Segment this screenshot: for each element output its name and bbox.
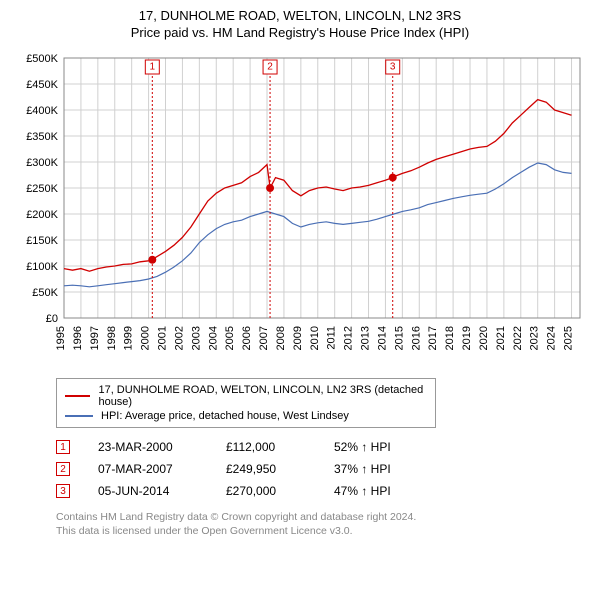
svg-text:1: 1 [150,62,156,73]
svg-text:2013: 2013 [360,326,372,350]
legend-label-price: 17, DUNHOLME ROAD, WELTON, LINCOLN, LN2 … [98,384,427,408]
svg-text:1998: 1998 [106,326,118,350]
svg-text:2007: 2007 [258,326,270,350]
svg-text:2014: 2014 [376,326,388,350]
legend-row-hpi: HPI: Average price, detached house, West… [65,409,427,423]
chart-svg: £0 £50K £100K £150K £200K £250K £300K £350K £400… [12,48,588,368]
svg-text:2010: 2010 [309,326,321,350]
title-block: 17, DUNHOLME ROAD, WELTON, LINCOLN, LN2 … [12,8,588,40]
svg-text:1995: 1995 [55,326,67,350]
legend-swatch-price [65,395,90,397]
svg-text:£350K: £350K [26,131,58,143]
footnote-line1: Contains HM Land Registry data © Crown c… [56,510,588,524]
sale-marker: 3 [56,484,70,498]
legend-row-price: 17, DUNHOLME ROAD, WELTON, LINCOLN, LN2 … [65,383,427,409]
svg-text:2015: 2015 [393,326,405,350]
sales-row: 2 07-MAR-2007 £249,950 37% ↑ HPI [56,458,588,480]
svg-text:1996: 1996 [72,326,84,350]
svg-text:2021: 2021 [495,326,507,350]
svg-text:1997: 1997 [89,326,101,350]
sale-delta: 37% ↑ HPI [334,462,424,476]
svg-text:£500K: £500K [26,53,58,65]
svg-text:£100K: £100K [26,261,58,273]
svg-text:2019: 2019 [461,326,473,350]
svg-text:£300K: £300K [26,157,58,169]
legend-label-hpi: HPI: Average price, detached house, West… [101,410,349,422]
svg-text:2008: 2008 [275,326,287,350]
sales-row: 3 05-JUN-2014 £270,000 47% ↑ HPI [56,480,588,502]
svg-text:£250K: £250K [26,183,58,195]
svg-text:£150K: £150K [26,235,58,247]
svg-text:2012: 2012 [343,326,355,350]
sale-marker: 2 [56,462,70,476]
sale-delta: 52% ↑ HPI [334,440,424,454]
legend: 17, DUNHOLME ROAD, WELTON, LINCOLN, LN2 … [56,378,436,428]
svg-text:2004: 2004 [207,326,219,350]
footnote: Contains HM Land Registry data © Crown c… [56,510,588,538]
sale-date: 23-MAR-2000 [98,440,198,454]
svg-text:2016: 2016 [410,326,422,350]
svg-text:£450K: £450K [26,79,58,91]
svg-text:2011: 2011 [326,326,338,350]
svg-text:2009: 2009 [292,326,304,350]
title-address: 17, DUNHOLME ROAD, WELTON, LINCOLN, LN2 … [12,8,588,23]
svg-text:2024: 2024 [546,326,558,350]
svg-text:2001: 2001 [157,326,169,350]
svg-text:£400K: £400K [26,105,58,117]
svg-text:2020: 2020 [478,326,490,350]
chart: £0 £50K £100K £150K £200K £250K £300K £350K £400… [12,48,588,368]
svg-text:2006: 2006 [241,326,253,350]
svg-text:£200K: £200K [26,209,58,221]
sale-price: £249,950 [226,462,306,476]
svg-text:2005: 2005 [224,326,236,350]
footnote-line2: This data is licensed under the Open Gov… [56,524,588,538]
sales-row: 1 23-MAR-2000 £112,000 52% ↑ HPI [56,436,588,458]
svg-text:2017: 2017 [427,326,439,350]
svg-text:2023: 2023 [529,326,541,350]
svg-text:1999: 1999 [123,326,135,350]
svg-text:3: 3 [390,62,396,73]
svg-text:£50K: £50K [32,287,58,299]
sale-price: £270,000 [226,484,306,498]
sale-marker: 1 [56,440,70,454]
svg-text:2000: 2000 [140,326,152,350]
svg-text:£0: £0 [46,313,58,325]
sale-date: 07-MAR-2007 [98,462,198,476]
sale-price: £112,000 [226,440,306,454]
sales-table: 1 23-MAR-2000 £112,000 52% ↑ HPI 2 07-MA… [56,436,588,502]
svg-text:2002: 2002 [173,326,185,350]
svg-text:2018: 2018 [444,326,456,350]
title-subtitle: Price paid vs. HM Land Registry's House … [12,25,588,40]
legend-swatch-hpi [65,415,93,417]
svg-text:2025: 2025 [563,326,575,350]
svg-text:2022: 2022 [512,326,524,350]
svg-text:2003: 2003 [190,326,202,350]
svg-text:2: 2 [267,62,273,73]
report-container: 17, DUNHOLME ROAD, WELTON, LINCOLN, LN2 … [0,0,600,548]
sale-date: 05-JUN-2014 [98,484,198,498]
sale-delta: 47% ↑ HPI [334,484,424,498]
